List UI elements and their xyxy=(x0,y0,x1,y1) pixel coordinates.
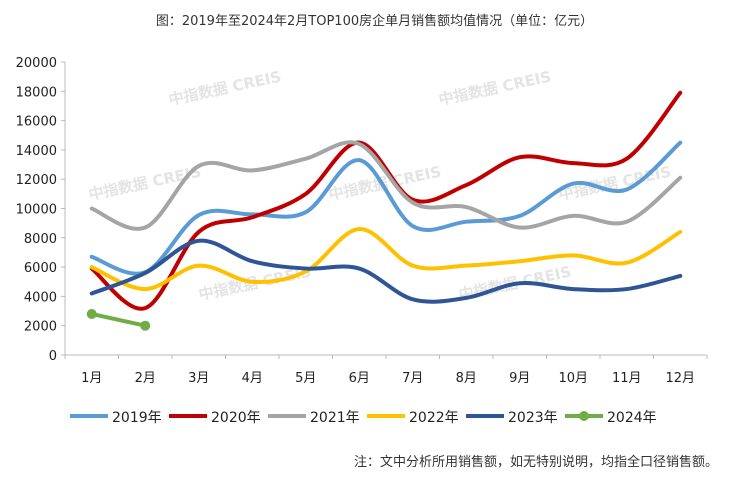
series-line xyxy=(89,140,683,231)
y-tick-label: 16000 xyxy=(16,115,57,130)
y-tick-label: 8000 xyxy=(24,232,57,247)
legend-label: 2019年 xyxy=(112,410,162,426)
y-tick-label: 12000 xyxy=(16,173,57,188)
x-tick-label: 3月 xyxy=(188,371,209,386)
series-2023年 xyxy=(89,238,683,304)
watermark: 中指数据 CREIS xyxy=(87,163,203,204)
legend-label: 2024年 xyxy=(607,410,657,426)
legend-marker xyxy=(579,411,589,421)
x-tick-label: 12月 xyxy=(665,371,695,386)
x-tick-label: 7月 xyxy=(402,371,423,386)
series-line xyxy=(89,227,683,292)
watermark: 中指数据 CREIS xyxy=(167,68,283,109)
series-2024年 xyxy=(86,308,151,331)
x-tick-label: 1月 xyxy=(81,371,102,386)
y-tick-label: 10000 xyxy=(16,203,57,218)
series-line xyxy=(89,90,683,311)
x-tick-label: 10月 xyxy=(558,371,588,386)
x-tick-label: 9月 xyxy=(509,371,530,386)
series-line xyxy=(89,238,683,304)
x-tick-label: 6月 xyxy=(349,371,370,386)
series-2022年 xyxy=(89,227,683,292)
legend-label: 2020年 xyxy=(211,410,261,426)
legend-label: 2022年 xyxy=(409,410,459,426)
series-line xyxy=(89,140,683,276)
data-point xyxy=(140,320,151,331)
x-tick-label: 4月 xyxy=(242,371,263,386)
series-2019年 xyxy=(89,140,683,276)
legend-label: 2023年 xyxy=(508,410,558,426)
chart-note: 注：文中分析所用销售额，如无特别说明，均指全口径销售额。 xyxy=(354,455,719,470)
series-line xyxy=(89,311,148,328)
data-point xyxy=(86,308,97,319)
x-tick-label: 5月 xyxy=(295,371,316,386)
x-tick-label: 11月 xyxy=(612,371,642,386)
y-tick-label: 4000 xyxy=(24,290,57,305)
y-tick-label: 20000 xyxy=(16,56,57,71)
legend-label: 2021年 xyxy=(310,410,360,426)
y-tick-label: 6000 xyxy=(24,261,57,276)
x-tick-label: 8月 xyxy=(456,371,477,386)
series-2020年 xyxy=(89,90,683,311)
watermark: 中指数据 CREIS xyxy=(437,68,553,109)
series-2021年 xyxy=(89,140,683,231)
x-tick-label: 2月 xyxy=(135,371,156,386)
y-tick-label: 14000 xyxy=(16,144,57,159)
y-tick-label: 2000 xyxy=(24,320,57,335)
chart-title: 图：2019年至2024年2月TOP100房企单月销售额均值情况（单位：亿元） xyxy=(155,14,594,29)
y-tick-label: 0 xyxy=(49,349,57,364)
y-tick-label: 18000 xyxy=(16,85,57,100)
